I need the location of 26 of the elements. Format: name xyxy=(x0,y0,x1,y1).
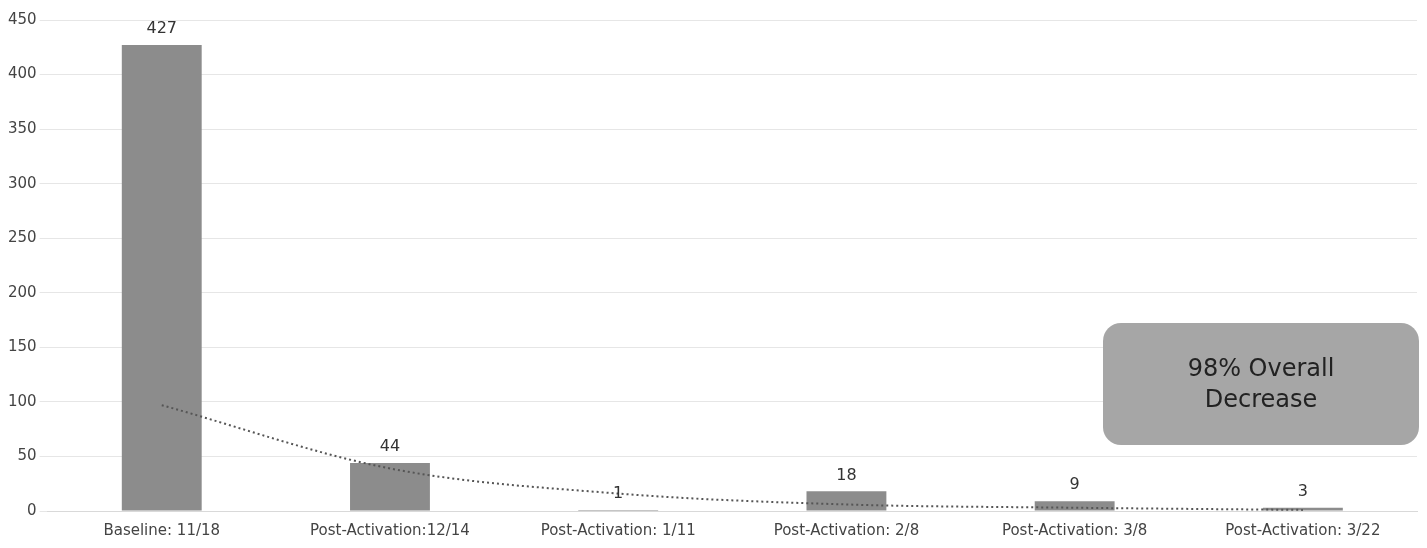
y-tick-label: 200 xyxy=(7,282,37,301)
y-tick-label: 300 xyxy=(7,173,37,192)
y-tick-label: 400 xyxy=(7,64,37,83)
data-label: 1 xyxy=(613,483,624,503)
data-label: 3 xyxy=(1297,480,1308,500)
y-tick-label: 50 xyxy=(17,446,37,465)
bar xyxy=(806,491,887,511)
bar xyxy=(350,462,430,511)
y-tick-label: 150 xyxy=(7,337,37,356)
bar xyxy=(121,45,202,511)
data-label: 9 xyxy=(1069,474,1080,494)
x-tick-label: Baseline: 11/18 xyxy=(103,520,221,539)
data-label: 427 xyxy=(146,18,178,38)
x-tick-label: Post-Activation: 3/8 xyxy=(1001,520,1148,539)
data-label: 44 xyxy=(379,436,401,456)
y-tick-label: 0 xyxy=(27,500,37,519)
y-tick-label: 100 xyxy=(7,391,37,410)
x-tick-label: Post-Activation:12/14 xyxy=(310,520,470,539)
x-tick-label: Post-Activation: 3/22 xyxy=(1225,520,1381,539)
bar xyxy=(1034,501,1115,511)
x-tick-label: Post-Activation: 1/11 xyxy=(540,520,696,539)
y-tick-label: 250 xyxy=(7,228,37,247)
x-tick-label: Post-Activation: 2/8 xyxy=(773,520,920,539)
y-tick-label: 350 xyxy=(7,119,37,137)
y-tick-label: 450 xyxy=(7,9,37,28)
data-label: 18 xyxy=(836,464,857,484)
